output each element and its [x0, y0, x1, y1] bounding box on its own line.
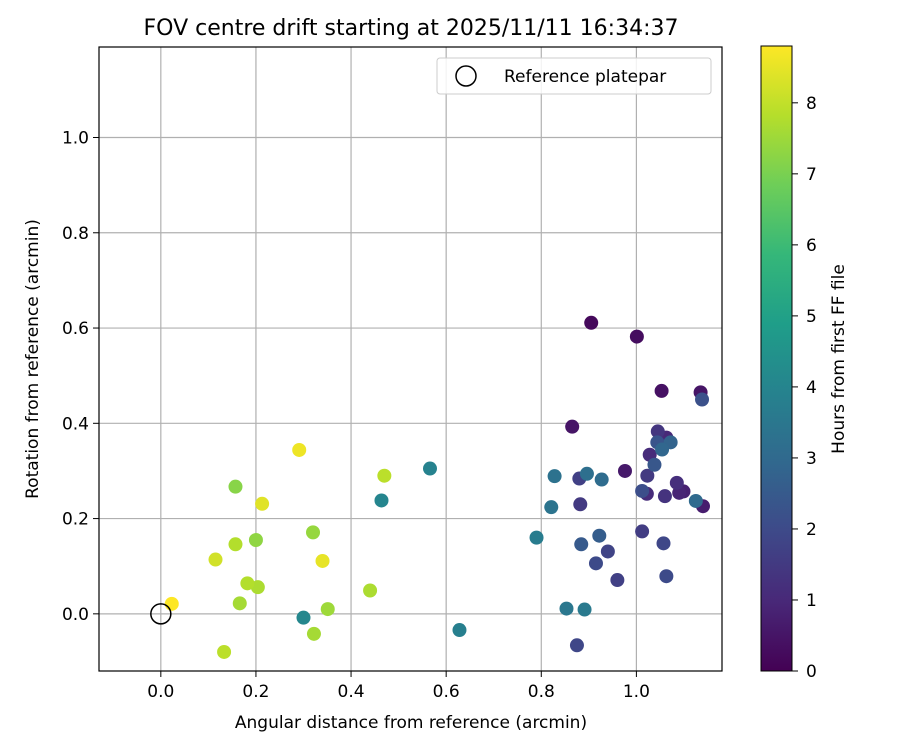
legend-marker: [455, 65, 477, 87]
x-axis-label: Angular distance from reference (arcmin): [235, 713, 587, 733]
scatter-point: [594, 472, 609, 487]
scatter-point: [232, 596, 247, 611]
scatter-point: [655, 442, 670, 457]
scatter-point: [292, 442, 307, 457]
scatter-point: [315, 553, 330, 568]
colorbar-ticks: 0 1 2 3 4 5 6 7 8: [792, 94, 817, 682]
reference-point-marker: [150, 603, 172, 625]
colorbar-tick-label: 2: [806, 520, 817, 540]
scatter-point: [296, 610, 311, 625]
scatter-point: [659, 569, 674, 584]
x-axis-ticks: 0.0 0.2 0.4 0.6 0.8 1.0: [147, 671, 650, 702]
scatter-point: [617, 463, 632, 478]
y-axis-label: Rotation from reference (arcmin): [23, 219, 43, 499]
scatter-point: [544, 500, 559, 515]
y-axis-ticks: 0.0 0.2 0.4 0.6 0.8 1.0: [62, 129, 99, 625]
scatter-point: [248, 533, 263, 548]
scatter-point: [306, 626, 321, 641]
scatter-point: [573, 497, 588, 512]
y-tick-label: 0.6: [62, 319, 89, 339]
y-tick-label: 1.0: [62, 129, 89, 149]
scatter-point: [647, 457, 662, 472]
y-tick-label: 0.8: [62, 224, 89, 244]
scatter-point: [574, 537, 589, 552]
scatter-point: [629, 329, 644, 344]
scatter-point: [640, 468, 655, 483]
x-tick-label: 0.4: [338, 682, 365, 702]
scatter-point: [377, 468, 392, 483]
x-tick-label: 0.0: [147, 682, 174, 702]
scatter-point: [654, 383, 669, 398]
plot-background: [99, 47, 722, 671]
scatter-point: [656, 536, 671, 551]
scatter-point: [529, 530, 544, 545]
grid-lines: [99, 47, 722, 671]
colorbar-frame: [760, 45, 793, 672]
scatter-point: [240, 576, 255, 591]
scatter-point: [320, 602, 335, 617]
scatter-point: [255, 496, 270, 511]
colorbar-tick-label: 8: [806, 94, 817, 114]
colorbar-tick-label: 4: [806, 378, 817, 398]
y-tick-label: 0.4: [62, 414, 89, 434]
colorbar-tick-label: 1: [806, 591, 817, 611]
legend-label: Reference platepar: [504, 67, 666, 87]
scatter-point: [635, 524, 650, 539]
scatter-point: [657, 489, 672, 504]
scatter-point: [610, 573, 625, 588]
colorbar-label: Hours from first FF file: [829, 264, 849, 454]
scatter-point: [650, 424, 665, 439]
chart-title: FOV centre drift starting at 2025/11/11 …: [144, 16, 679, 41]
scatter-point: [688, 493, 703, 508]
x-tick-label: 0.2: [242, 682, 269, 702]
scatter-point: [217, 644, 232, 659]
colorbar: 0 1 2 3 4 5 6 7 8: [760, 45, 817, 682]
scatter-point: [577, 602, 592, 617]
legend: Reference platepar: [436, 57, 712, 95]
scatter-point: [547, 469, 562, 484]
x-tick-label: 1.0: [623, 682, 650, 702]
colorbar-tick-label: 0: [806, 662, 817, 682]
scatter-point: [422, 461, 437, 476]
scatter-point: [569, 638, 584, 653]
x-tick-label: 0.6: [433, 682, 460, 702]
y-tick-label: 0.2: [62, 510, 89, 530]
scatter-point: [600, 544, 615, 559]
colorbar-tick-label: 5: [806, 307, 817, 327]
scatter-point: [669, 475, 684, 490]
scatter-point: [374, 493, 389, 508]
scatter-point: [228, 479, 243, 494]
scatter-point: [452, 623, 467, 638]
scatter-point: [592, 528, 607, 543]
scatter-point: [228, 537, 243, 552]
scatter-point: [164, 596, 179, 611]
legend-box: [436, 57, 712, 95]
colorbar-gradient: [761, 46, 792, 671]
scatter-point: [579, 466, 594, 481]
colorbar-tick-label: 6: [806, 236, 817, 256]
x-tick-label: 0.8: [528, 682, 555, 702]
scatter-point: [363, 583, 378, 598]
scatter-point: [584, 315, 599, 330]
scatter-point: [695, 392, 710, 407]
scatter-point: [635, 483, 650, 498]
y-tick-label: 0.0: [62, 605, 89, 625]
plot-frame: [98, 46, 723, 672]
colorbar-tick-label: 3: [806, 449, 817, 469]
scatter-point: [306, 525, 321, 540]
scatter-point: [565, 419, 580, 434]
data-points: [164, 315, 710, 659]
scatter-point: [559, 601, 574, 616]
scatter-point: [208, 552, 223, 567]
scatter-point: [588, 556, 603, 571]
colorbar-tick-label: 7: [806, 165, 817, 185]
plot-area: 0.0 0.2 0.4 0.6 0.8 1.0 0.0 0.2 0.4 0.6 0.8 1.0: [62, 46, 723, 702]
